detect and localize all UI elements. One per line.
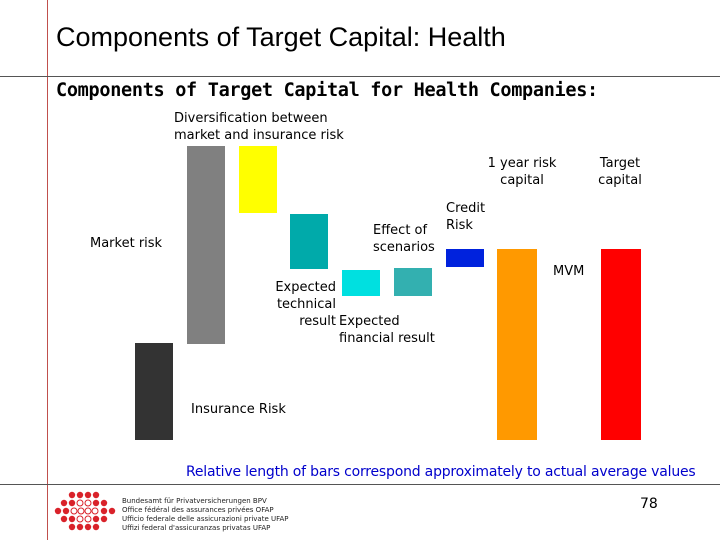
target-capital-bar — [601, 249, 641, 440]
title-divider — [0, 76, 720, 77]
expected-technical-result-bar — [342, 270, 380, 296]
footer-divider — [0, 484, 720, 485]
page-number: 78 — [640, 496, 658, 512]
expected-technical-result-label: Expected technical result — [275, 280, 336, 329]
diversification-label: Diversification between market and insur… — [174, 111, 344, 143]
expected-financial-result-label: Expected financial result — [339, 314, 435, 346]
credit-risk-label: Credit Risk — [446, 201, 486, 233]
credit-risk-bar — [446, 249, 484, 267]
federal-office-logo — [54, 491, 116, 531]
target-capital-label: Target capital — [598, 156, 642, 188]
mvm-label: MVM — [553, 264, 585, 279]
organization-names: Bundesamt für Privatversicherungen BPV O… — [122, 497, 289, 532]
slide-subtitle: Components of Target Capital for Health … — [56, 80, 598, 101]
diversification-bar — [239, 146, 277, 213]
effect-of-scenarios-bar — [290, 214, 328, 269]
left-accent-line — [47, 0, 48, 540]
insurance-risk-label: Insurance Risk — [191, 402, 286, 417]
slide-title: Components of Target Capital: Health — [56, 22, 506, 52]
market-risk-label: Market risk — [90, 236, 163, 251]
effect-of-scenarios-label: Effect of scenarios — [373, 223, 435, 255]
expected-financial-result-bar — [394, 268, 432, 296]
one-year-risk-capital-label: 1 year risk capital — [487, 156, 557, 188]
insurance-risk-bar — [135, 343, 173, 440]
one-year-risk-capital-bar — [497, 249, 537, 440]
footnote: Relative length of bars correspond appro… — [186, 464, 696, 480]
market-risk-bar — [187, 146, 225, 344]
